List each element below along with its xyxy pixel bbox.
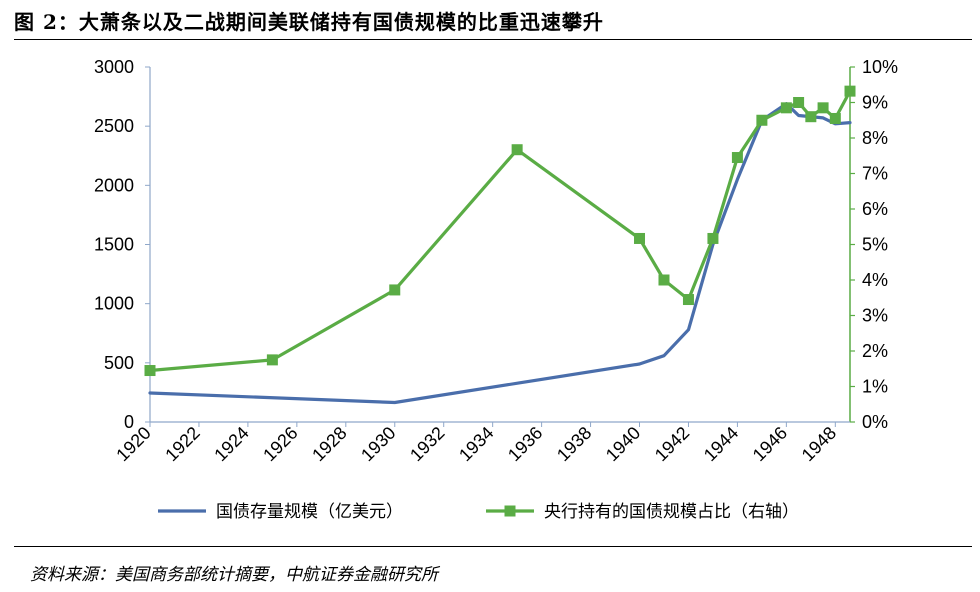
- legend-marker: [504, 505, 516, 517]
- fed-share-marker: [793, 97, 805, 108]
- fed-share-marker: [144, 365, 156, 377]
- source-note: 资料来源：美国商务部统计摘要，中航证券金融研究所: [30, 565, 438, 585]
- y-right-tick-label: 0%: [862, 412, 888, 432]
- fed-share-marker: [780, 102, 792, 114]
- y-right-tick-label: 10%: [862, 57, 898, 77]
- x-tick-label: 1936: [504, 423, 546, 465]
- chart-series: [144, 85, 856, 405]
- fed-share-marker: [817, 102, 829, 114]
- fed-share-marker: [731, 152, 743, 164]
- y-left-tick-label: 3000: [94, 57, 134, 77]
- x-tick-label: 1938: [553, 423, 595, 465]
- y-right-tick-label: 1%: [862, 377, 888, 397]
- x-tick-label: 1942: [651, 423, 693, 465]
- fed-share-marker: [805, 111, 817, 123]
- fed-share-marker: [707, 232, 719, 244]
- legend-label: 央行持有的国债规模占比（右轴）: [544, 502, 799, 522]
- fed-share-marker: [634, 232, 646, 244]
- x-tick-label: 1922: [161, 423, 203, 465]
- fed-share-marker: [829, 112, 841, 124]
- fed-share-marker: [756, 114, 768, 126]
- x-tick-label: 1930: [357, 423, 399, 465]
- x-tick-label: 1940: [602, 423, 644, 465]
- y-left-tick-label: 1500: [94, 235, 134, 255]
- x-tick-label: 1928: [308, 423, 350, 465]
- fed-share-line: [148, 89, 852, 373]
- fed-share-marker: [682, 294, 694, 306]
- fed-share-marker: [266, 354, 278, 366]
- x-tick-label: 1920: [112, 423, 154, 465]
- fed-share-marker: [511, 144, 523, 156]
- x-tick-label: 1944: [700, 423, 742, 465]
- chart-axes: 0 500 1000 1500 2000 2500 3000 0% 1% 2% 3% 4% 5% 6% 7%…: [94, 57, 898, 465]
- x-tick-label: 1932: [406, 423, 448, 465]
- y-left-tick-label: 0: [124, 412, 134, 432]
- y-right-tick-label: 7%: [862, 164, 888, 184]
- x-tick-label: 1926: [259, 423, 301, 465]
- x-tick-label: 1946: [749, 423, 791, 465]
- y-right-tick-label: 3%: [862, 306, 888, 326]
- chart-legend: 国债存量规模（亿美元） 央行持有的国债规模占比（右轴）: [158, 502, 799, 522]
- top-rule: [14, 39, 972, 40]
- y-right-tick-label: 9%: [862, 93, 888, 113]
- x-tick-label: 1948: [798, 423, 840, 465]
- y-right-tick-label: 2%: [862, 341, 888, 361]
- x-tick-label: 1924: [210, 423, 252, 465]
- legend-item-fed-share: 央行持有的国债规模占比（右轴）: [486, 502, 799, 522]
- bottom-rule: [14, 546, 972, 547]
- y-left-tick-label: 2000: [94, 175, 134, 195]
- debt-stock-line: [148, 102, 852, 405]
- y-right-tick-label: 8%: [862, 128, 888, 148]
- fed-share-marker: [658, 274, 670, 286]
- y-left-tick-label: 2500: [94, 116, 134, 136]
- y-right-tick-label: 5%: [862, 235, 888, 255]
- legend-label: 国债存量规模（亿美元）: [216, 502, 403, 522]
- chart: 0 500 1000 1500 2000 2500 3000 0% 1% 2% 3% 4% 5% 6% 7%…: [94, 57, 898, 522]
- y-left-tick-label: 1000: [94, 294, 134, 314]
- y-right-tick-label: 6%: [862, 199, 888, 219]
- y-left-tick-label: 500: [104, 353, 134, 373]
- fed-share-marker: [389, 284, 401, 296]
- legend-item-debt-stock: 国债存量规模（亿美元）: [158, 502, 403, 522]
- y-right-tick-label: 4%: [862, 270, 888, 290]
- figure-title: 图 2：大萧条以及二战期间美联储持有国债规模的比重迅速攀升: [14, 10, 604, 34]
- x-tick-label: 1934: [455, 423, 497, 465]
- fed-share-marker: [844, 85, 856, 97]
